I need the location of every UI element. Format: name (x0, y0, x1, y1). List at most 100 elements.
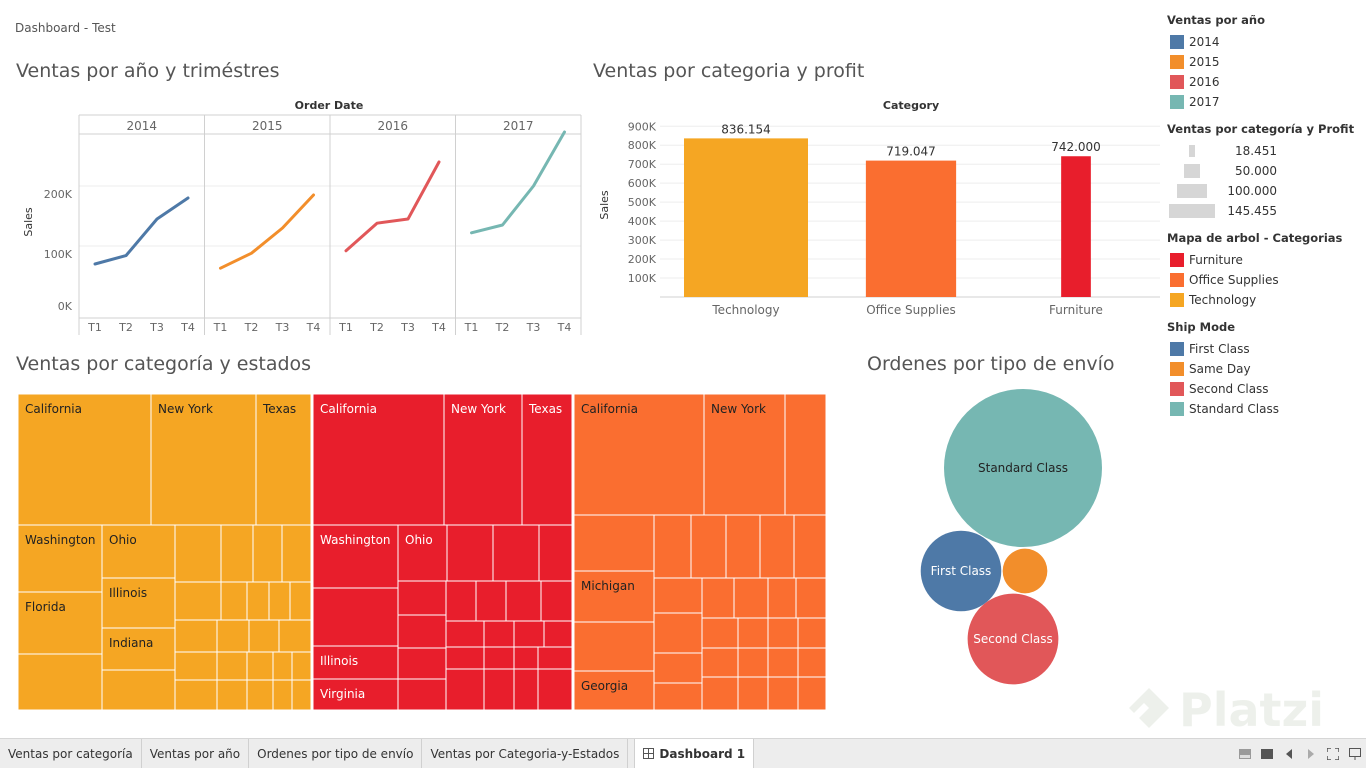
legend-item-2016[interactable]: 2016 (1167, 72, 1362, 92)
treemap-cell[interactable] (312, 587, 399, 647)
tab-dashboard-1[interactable]: Dashboard 1 (634, 739, 755, 768)
legend-size-item[interactable]: 50.000 (1167, 161, 1362, 181)
fullscreen-icon[interactable] (1322, 739, 1344, 768)
treemap-cell[interactable] (216, 679, 248, 710)
legend-item-second-class[interactable]: Second Class (1167, 379, 1362, 399)
treemap-cell[interactable] (767, 617, 799, 649)
treemap-cell[interactable] (268, 581, 291, 621)
treemap-cell[interactable] (795, 577, 827, 619)
treemap-cell[interactable] (246, 679, 274, 710)
treemap-cell[interactable] (701, 647, 739, 678)
treemap-cell[interactable] (793, 514, 827, 579)
treemap-cell[interactable] (443, 394, 523, 526)
treemap-cell[interactable] (246, 581, 270, 621)
treemap-cell[interactable] (653, 514, 692, 579)
treemap-cell[interactable] (513, 620, 545, 648)
treemap-cell[interactable] (483, 646, 515, 670)
legend-item-2014[interactable]: 2014 (1167, 32, 1362, 52)
treemap-cell[interactable] (216, 651, 248, 681)
treemap-cell[interactable] (248, 619, 280, 653)
treemap-cell[interactable] (767, 577, 797, 619)
treemap-cell[interactable] (475, 580, 507, 622)
presentation-mode-icon[interactable] (1344, 739, 1366, 768)
treemap-cell[interactable] (737, 647, 769, 678)
treemap-cell[interactable] (759, 514, 795, 579)
treemap-cell[interactable] (252, 524, 283, 583)
treemap-cell[interactable] (690, 514, 727, 579)
treemap-cell[interactable] (101, 669, 176, 710)
treemap-cell[interactable] (445, 668, 485, 710)
treemap-cell[interactable] (220, 581, 248, 621)
treemap-cell[interactable] (278, 619, 312, 653)
treemap-cell[interactable] (573, 670, 655, 710)
treemap-cell[interactable] (733, 577, 769, 619)
treemap-cell[interactable] (445, 620, 485, 648)
treemap-cell[interactable] (701, 577, 735, 619)
legend-item-standard-class[interactable]: Standard Class (1167, 399, 1362, 419)
treemap-cell[interactable] (397, 524, 448, 582)
treemap-cell[interactable] (537, 668, 573, 710)
treemap-cell[interactable] (101, 524, 176, 579)
bubble-standard-class[interactable] (944, 389, 1102, 547)
treemap-cell[interactable] (272, 651, 293, 681)
show-filmstrip-icon[interactable] (1234, 739, 1256, 768)
line-series-2017[interactable] (470, 130, 566, 235)
treemap-cell[interactable] (397, 647, 447, 680)
treemap-cell[interactable] (573, 621, 655, 672)
line-series-2015[interactable] (219, 193, 315, 270)
treemap-cell[interactable] (492, 524, 540, 582)
show-tabs-icon[interactable] (1256, 739, 1278, 768)
bubble-second-class[interactable] (967, 593, 1059, 685)
treemap-cell[interactable] (653, 652, 703, 684)
treemap-cell[interactable] (797, 617, 827, 649)
treemap-cell[interactable] (483, 620, 515, 648)
treemap-cell[interactable] (397, 614, 447, 649)
treemap-cell[interactable] (653, 612, 703, 654)
tab-ventas-por-categoria[interactable]: Ventas por categoría (0, 739, 142, 768)
treemap-cell[interactable] (653, 682, 703, 710)
prev-sheet-icon[interactable] (1278, 739, 1300, 768)
treemap-cell[interactable] (513, 646, 539, 670)
legend-item-furniture[interactable]: Furniture (1167, 250, 1362, 270)
treemap-cell[interactable] (18, 591, 103, 655)
treemap-cell[interactable] (483, 668, 515, 710)
treemap-cell[interactable] (573, 570, 655, 623)
treemap-cell[interactable] (653, 577, 703, 614)
legend-item-office-supplies[interactable]: Office Supplies (1167, 270, 1362, 290)
treemap-cell[interactable] (397, 678, 447, 710)
legend-item-2017[interactable]: 2017 (1167, 92, 1362, 112)
treemap-cell[interactable] (174, 524, 222, 583)
treemap-cell[interactable] (216, 619, 250, 653)
treemap-cell[interactable] (255, 394, 312, 526)
treemap-cell[interactable] (784, 394, 827, 516)
treemap-cell[interactable] (174, 679, 218, 710)
treemap-cell[interactable] (101, 627, 176, 671)
treemap-cell[interactable] (521, 394, 573, 526)
bar-chart[interactable]: Category Sales 900K 800K 700K 600K 500K 400K 3… (590, 95, 1162, 325)
legend-size-item[interactable]: 145.455 (1167, 201, 1362, 221)
legend-item-first-class[interactable]: First Class (1167, 339, 1362, 359)
treemap-cell[interactable] (291, 679, 312, 710)
next-sheet-icon[interactable] (1300, 739, 1322, 768)
treemap-cell[interactable] (289, 581, 312, 621)
treemap-cell[interactable] (18, 653, 103, 710)
treemap-cell[interactable] (174, 581, 222, 621)
bubble-first-class[interactable] (920, 530, 1002, 612)
treemap-cell[interactable] (312, 524, 399, 589)
treemap-cell[interactable] (767, 647, 799, 678)
treemap-cell[interactable] (291, 651, 312, 681)
treemap-cell[interactable] (446, 524, 494, 582)
treemap-cell[interactable] (246, 651, 274, 681)
legend-item-technology[interactable]: Technology (1167, 290, 1362, 310)
line-chart[interactable]: Order Date Sales 2014 T1 T2 T3 T4 2015 T1 T2 T3 T… (0, 95, 590, 345)
treemap-cell[interactable] (543, 620, 573, 648)
treemap-cell[interactable] (505, 580, 542, 622)
treemap-cell[interactable] (538, 524, 573, 582)
treemap-cell[interactable] (703, 394, 786, 516)
treemap-cell[interactable] (220, 524, 254, 583)
treemap-cell[interactable] (737, 617, 769, 649)
bar-technology[interactable] (684, 138, 808, 297)
treemap-cell[interactable] (537, 646, 573, 670)
treemap-cell[interactable] (701, 617, 739, 649)
treemap-cell[interactable] (573, 394, 705, 516)
